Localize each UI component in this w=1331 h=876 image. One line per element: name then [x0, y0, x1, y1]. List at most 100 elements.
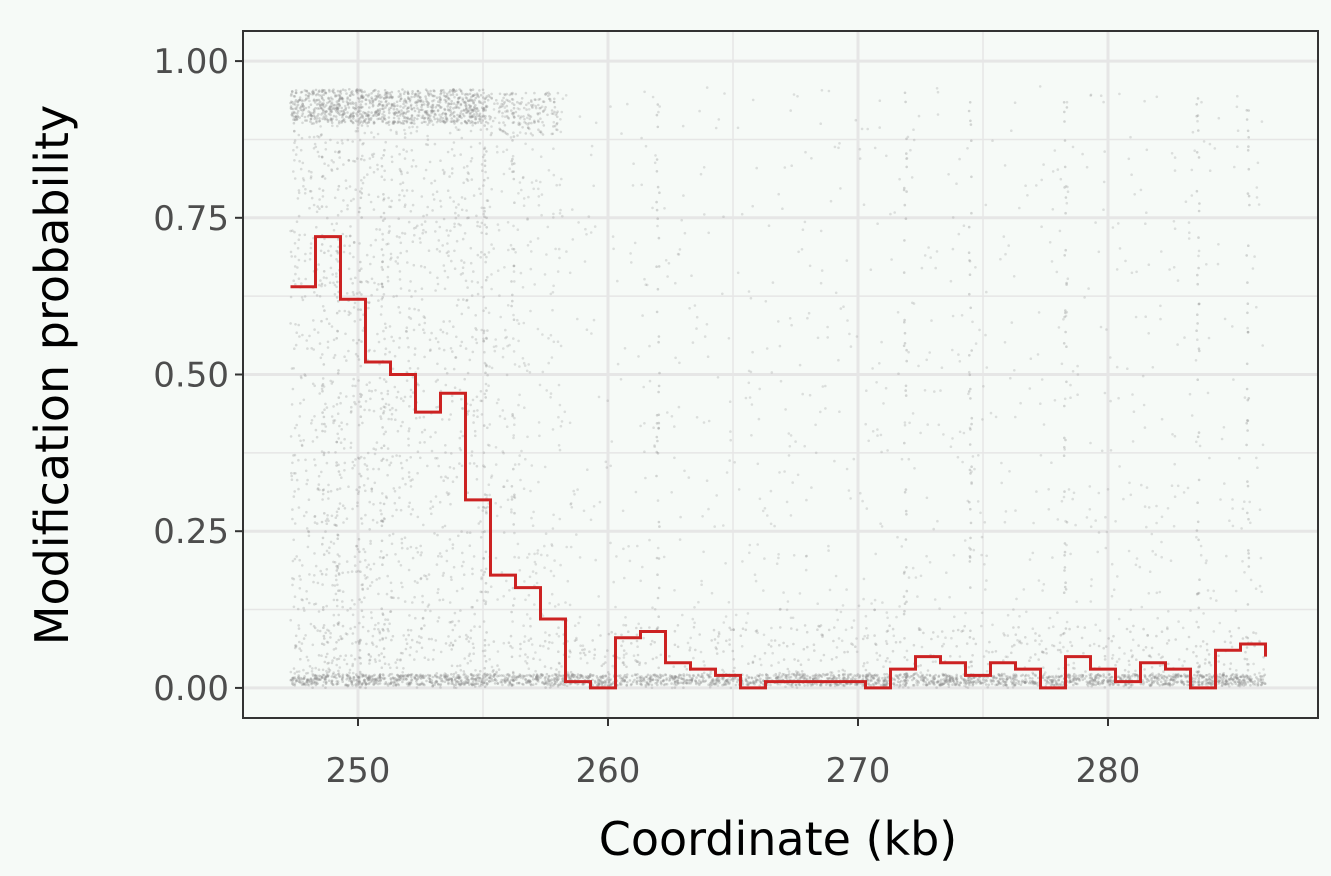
scatter-point: [479, 399, 483, 403]
scatter-point: [369, 655, 373, 658]
scatter-point: [721, 683, 724, 687]
scatter-point: [525, 674, 529, 677]
scatter-point: [620, 683, 623, 686]
scatter-point: [625, 675, 629, 679]
scatter-point: [936, 680, 939, 684]
scatter-point: [291, 112, 294, 116]
scatter-point: [407, 471, 411, 474]
scatter-point: [325, 669, 328, 673]
scatter-point: [473, 429, 477, 433]
scatter-point: [297, 189, 301, 192]
scatter-point: [942, 678, 945, 681]
scatter-point: [388, 205, 391, 208]
scatter-point: [1042, 666, 1045, 669]
scatter-point: [951, 683, 954, 686]
scatter-point: [1201, 640, 1205, 643]
scatter-point: [1020, 641, 1023, 645]
scatter-point: [444, 642, 448, 645]
scatter-point: [346, 674, 349, 677]
scatter-point: [369, 584, 372, 588]
scatter-point: [745, 674, 749, 677]
scatter-point: [390, 178, 394, 182]
scatter-point: [555, 677, 558, 681]
scatter-point: [1114, 663, 1117, 667]
scatter-point: [339, 654, 342, 658]
scatter-point: [415, 650, 419, 653]
scatter-point: [461, 407, 465, 410]
scatter-point: [1033, 680, 1037, 684]
scatter-point: [833, 626, 836, 629]
scatter-point: [1249, 684, 1252, 687]
scatter-point: [302, 668, 305, 672]
scatter-point: [1077, 677, 1081, 681]
scatter-point: [416, 683, 420, 686]
scatter-point: [332, 421, 335, 425]
scatter-point: [1034, 653, 1037, 656]
scatter-point: [294, 91, 298, 95]
scatter-point: [998, 678, 1002, 681]
scatter-point: [803, 684, 806, 687]
scatter-point: [746, 683, 750, 687]
scatter-point: [358, 105, 362, 109]
scatter-point: [344, 654, 348, 657]
scatter-point: [898, 640, 902, 644]
scatter-point: [394, 260, 398, 263]
scatter-point: [426, 138, 430, 141]
scatter-point: [297, 191, 301, 195]
scatter-point: [665, 682, 669, 686]
scatter-point: [452, 88, 455, 91]
scatter-point: [368, 301, 371, 304]
scatter-point: [439, 683, 443, 686]
scatter-point: [400, 109, 403, 112]
scatter-point: [585, 676, 588, 679]
scatter-point: [454, 639, 457, 642]
scatter-point: [1227, 682, 1230, 686]
scatter-point: [349, 225, 352, 228]
scatter-point: [457, 203, 460, 206]
scatter-point: [305, 89, 309, 93]
scatter-point: [335, 683, 339, 686]
scatter-point: [312, 135, 316, 139]
scatter-point: [410, 108, 414, 111]
scatter-point: [301, 680, 304, 684]
scatter-point: [527, 680, 531, 683]
scatter-point: [394, 683, 398, 686]
scatter-point: [429, 500, 433, 503]
scatter-point: [367, 118, 371, 121]
scatter-point: [353, 657, 357, 661]
scatter-point: [885, 672, 889, 676]
scatter-point: [348, 671, 351, 674]
scatter-point: [303, 609, 306, 612]
scatter-point: [443, 524, 447, 528]
scatter-point: [402, 100, 406, 103]
scatter-point: [755, 678, 759, 682]
scatter-point: [655, 656, 658, 659]
scatter-point: [816, 628, 819, 631]
scatter-point: [866, 636, 869, 640]
scatter-point: [792, 642, 795, 646]
scatter-point: [326, 675, 329, 678]
scatter-point: [294, 89, 298, 92]
scatter-point: [390, 589, 393, 593]
scatter-point: [905, 658, 909, 662]
scatter-point: [814, 673, 818, 676]
scatter-point: [636, 660, 639, 663]
scatter-point: [1083, 626, 1087, 629]
scatter-point: [531, 678, 535, 681]
scatter-point: [994, 683, 997, 687]
scatter-point: [304, 683, 307, 687]
scatter-point: [529, 132, 533, 135]
scatter-point: [379, 415, 382, 418]
scatter-point: [1155, 674, 1158, 677]
scatter-point: [317, 610, 321, 613]
scatter-point: [1091, 678, 1095, 682]
scatter-point: [1088, 676, 1092, 680]
scatter-point: [408, 367, 412, 370]
scatter-point: [532, 657, 535, 660]
scatter-point: [360, 100, 364, 103]
scatter-point: [554, 682, 557, 686]
scatter-point: [294, 153, 298, 156]
scatter-point: [1142, 627, 1145, 631]
scatter-point: [397, 678, 401, 682]
scatter-point: [939, 678, 943, 682]
